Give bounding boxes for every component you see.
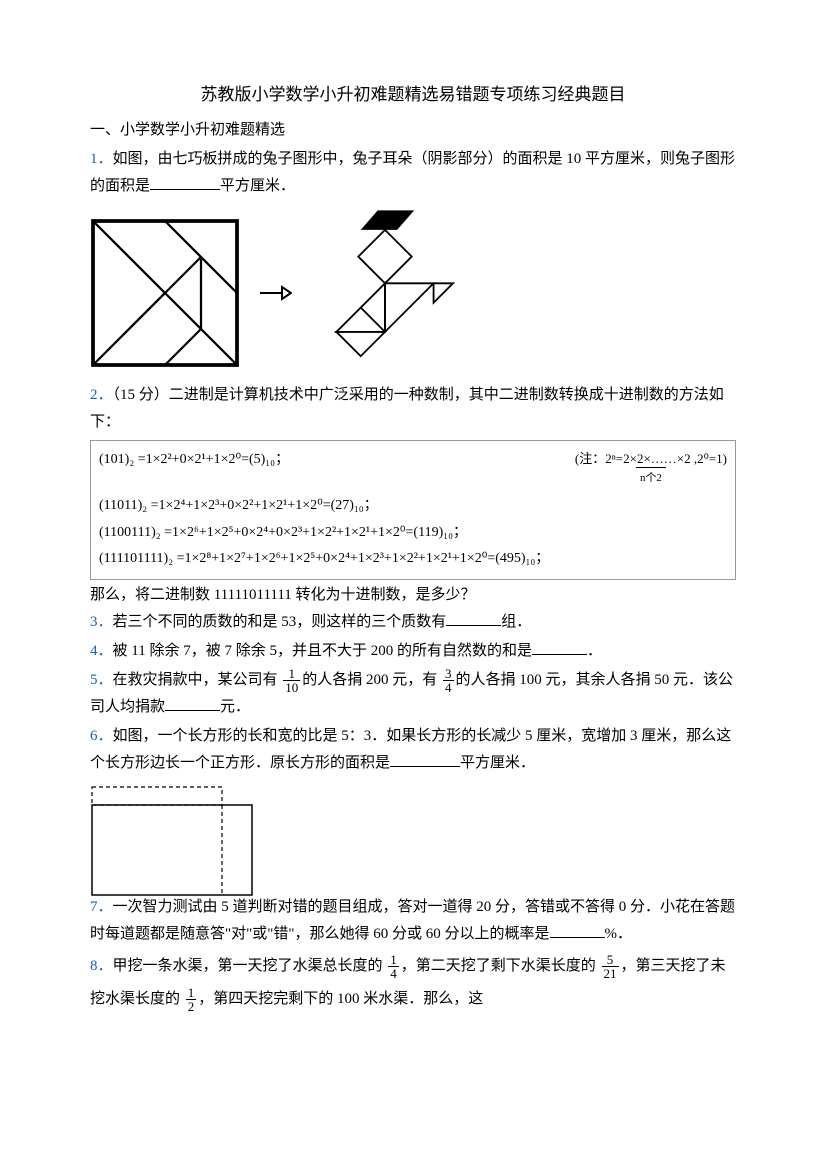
q2-formula-box: (101)₂ =1×2²+0×2¹+1×2⁰=(5)₁₀； (注：2ⁿ=2×2×… — [90, 440, 736, 580]
q4-text-b: ． — [587, 643, 602, 659]
q3-text-b: 组． — [501, 614, 531, 630]
q2-note: (注：2ⁿ=2×2×……×2 ,2⁰=1) n个2 — [575, 447, 727, 494]
q7-text-a: 一次智力测试由 5 道判断对错的题目组成，答对一道得 20 分，答错或不答得 0… — [90, 899, 735, 942]
q6-figure — [90, 785, 250, 890]
q4-blank — [532, 639, 587, 655]
q4-number: 4． — [90, 643, 113, 659]
fraction-1-2: 12 — [186, 986, 197, 1013]
q2-line2: (11011)₂ =1×2⁴+1×2³+0×2²+1×2¹+1×2⁰=(27)₁… — [99, 493, 727, 520]
q3-blank — [446, 610, 501, 626]
fraction-3-4: 34 — [443, 667, 454, 694]
arrow-icon — [258, 283, 292, 303]
section-heading: 一、小学数学小升初难题精选 — [90, 117, 736, 144]
q1-text-b: 平方厘米． — [220, 178, 295, 194]
q2-tail: 那么，将二进制数 11111011111 转化为十进制数，是多少？ — [90, 582, 736, 609]
q1-number: 1． — [90, 151, 113, 167]
tangram-square-icon — [90, 218, 240, 368]
q1-figure — [90, 208, 736, 378]
q2-line1: (101)₂ =1×2²+0×2¹+1×2⁰=(5)₁₀； — [99, 447, 289, 474]
q6-blank — [390, 751, 460, 767]
question-7: 7．一次智力测试由 5 道判断对错的题目组成，答对一道得 20 分，答错或不答得… — [90, 894, 736, 948]
q5-blank — [165, 695, 220, 711]
fraction-1-10: 110 — [283, 667, 300, 694]
q2-text-a: （15 分）二进制是计算机技术中广泛采用的一种数制，其中二进制数转换成十进制数的… — [90, 387, 724, 430]
question-4: 4．被 11 除余 7，被 7 除余 5，并且不大于 200 的所有自然数的和是… — [90, 638, 736, 665]
question-2: 2．（15 分）二进制是计算机技术中广泛采用的一种数制，其中二进制数转换成十进制… — [90, 382, 736, 436]
fraction-1-4: 14 — [388, 953, 399, 980]
question-6: 6．如图，一个长方形的长和宽的比是 5：3．如果长方形的长减少 5 厘米，宽增加… — [90, 723, 736, 777]
q4-text-a: 被 11 除余 7，被 7 除余 5，并且不大于 200 的所有自然数的和是 — [113, 643, 532, 659]
q8-number: 8． — [90, 958, 113, 974]
q7-number: 7． — [90, 899, 113, 915]
q7-text-b: %． — [605, 926, 633, 942]
q6-number: 6． — [90, 728, 113, 744]
fraction-5-21: 521 — [602, 953, 619, 980]
question-8: 8．甲挖一条水渠，第一天挖了水渠总长度的 14，第二天挖了剩下水渠长度的 521… — [90, 950, 736, 1016]
question-5: 5．在救灾捐款中，某公司有 110的人各捐 200 元，有 34的人各捐 100… — [90, 667, 736, 721]
q6-text-b: 平方厘米． — [460, 755, 535, 771]
q3-text-a: 若三个不同的质数的和是 53，则这样的三个质数有 — [113, 614, 447, 630]
question-3: 3．若三个不同的质数的和是 53，则这样的三个质数有 组． — [90, 609, 736, 636]
document-page: 苏教版小学数学小升初难题精选易错题专项练习经典题目 一、小学数学小升初难题精选 … — [0, 0, 826, 1058]
q2-number: 2． — [90, 387, 113, 403]
q2-line4: (111101111)₂ =1×2⁸+1×2⁷+1×2⁶+1×2⁵+0×2⁴+1… — [99, 546, 727, 573]
rabbit-figure-icon — [310, 208, 460, 378]
q3-number: 3． — [90, 614, 113, 630]
q1-blank — [150, 174, 220, 190]
q7-blank — [550, 922, 605, 938]
doc-title: 苏教版小学数学小升初难题精选易错题专项练习经典题目 — [90, 80, 736, 111]
q5-number: 5． — [90, 672, 113, 688]
question-1: 1．如图，由七巧板拼成的兔子图形中，兔子耳朵（阴影部分）的面积是 10 平方厘米… — [90, 146, 736, 200]
q2-line3: (1100111)₂ =1×2⁶+1×2⁵+0×2⁴+0×2³+1×2²+1×2… — [99, 520, 727, 547]
